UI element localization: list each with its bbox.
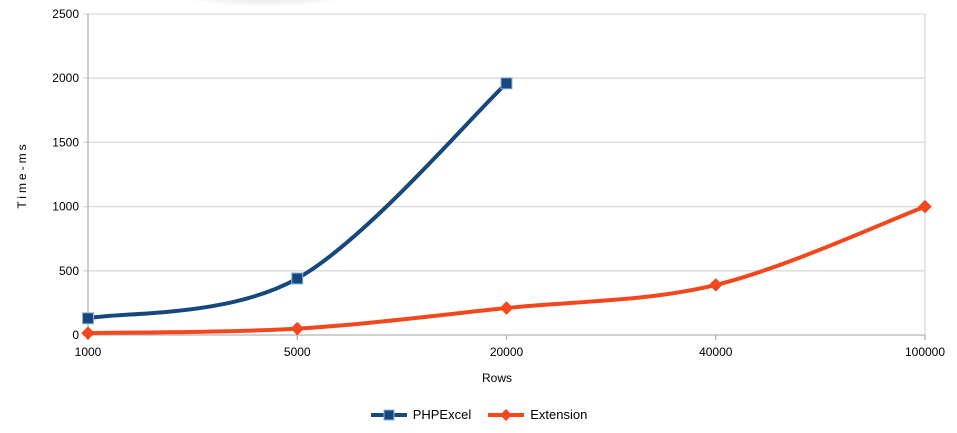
legend-label-phpexcel: PHPExcel [412, 407, 472, 422]
x-tick-label: 100000 [905, 345, 945, 359]
extension-marker[interactable] [290, 321, 305, 336]
phpexcel-line [86, 81, 509, 321]
legend-diamond-marker-icon [500, 408, 513, 421]
x-axis-title: Rows [481, 371, 513, 385]
extension-marker[interactable] [918, 199, 932, 214]
phpexcel-marker[interactable] [82, 312, 94, 325]
extension-marker[interactable] [81, 326, 95, 340]
phpexcel-marker[interactable] [291, 272, 304, 285]
y-tick-label: 2000 [52, 71, 79, 85]
x-tick-label: 40000 [699, 345, 733, 359]
extension-marker[interactable] [499, 301, 514, 315]
y-tick-label: 2500 [52, 7, 79, 21]
y-axis-title: Time-ms [15, 141, 29, 209]
legend-square-marker-icon [383, 409, 395, 420]
x-tick-label: 1000 [75, 345, 102, 359]
legend-label-extension: Extension [530, 407, 588, 422]
y-tick-label: 0 [72, 328, 79, 342]
phpexcel-marker[interactable] [500, 77, 513, 90]
y-tick-label: 500 [59, 264, 79, 278]
legend-item-phpexcel[interactable]: PHPExcel [370, 407, 472, 422]
y-tick-label: 1000 [52, 200, 79, 214]
legend: PHPExcel Extension [0, 407, 957, 422]
phpexcel-legend-marker-icon [370, 409, 407, 420]
legend-item-extension[interactable]: Extension [487, 407, 587, 422]
extension-legend-marker-icon [488, 408, 525, 421]
extension-marker[interactable] [708, 278, 723, 292]
y-tick-label: 1500 [52, 135, 79, 149]
x-tick-label: 20000 [490, 345, 524, 359]
x-tick-label: 5000 [284, 345, 311, 359]
